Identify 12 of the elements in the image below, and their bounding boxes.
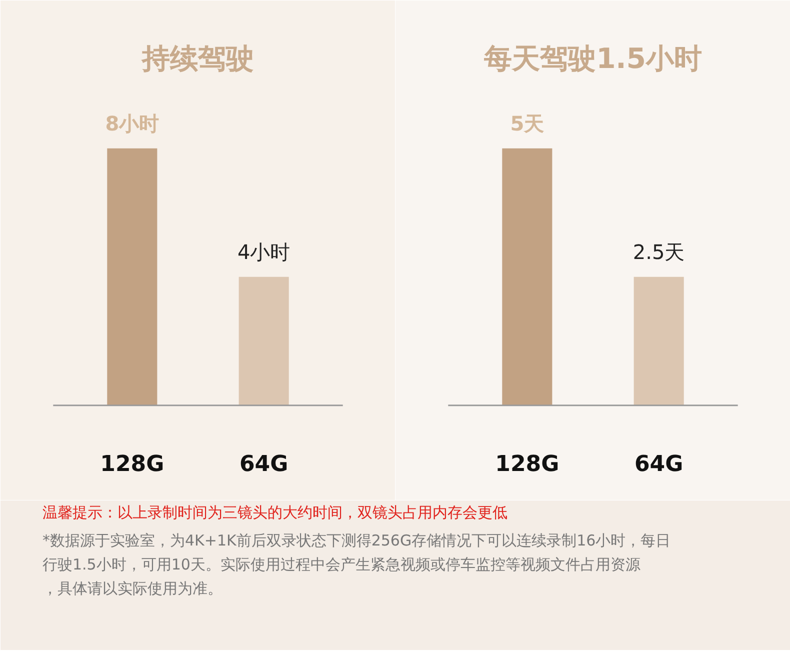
text: *数据源于实验室，为4K+1K前后双录状态下测得256G存储情况下可以连续录制16小时，每日行驶1.5小时，可用10天。实际使用过程中会产生紧急视频或停车监控等视频文件占用资源，具体请以实际使用为准。: [42, 532, 671, 598]
chart-title: 持续驾驶: [141, 42, 254, 75]
x-tick-label: 64G: [239, 452, 288, 478]
data-label: 8小时: [105, 111, 160, 136]
x-tick-label: 128G: [100, 452, 164, 478]
data-label: 4小时: [237, 240, 290, 264]
x-tick-label: 64G: [634, 452, 684, 478]
data-label: 5天: [510, 111, 544, 136]
text: 温馨提示：以上录制时间为三镜头的大约时间，双镜头占用内存会更低: [42, 504, 508, 522]
x-tick-label: 128G: [495, 452, 560, 478]
chart-title: 每天驾驶1.5小时: [483, 42, 702, 75]
data-label: 2.5天: [632, 240, 685, 264]
